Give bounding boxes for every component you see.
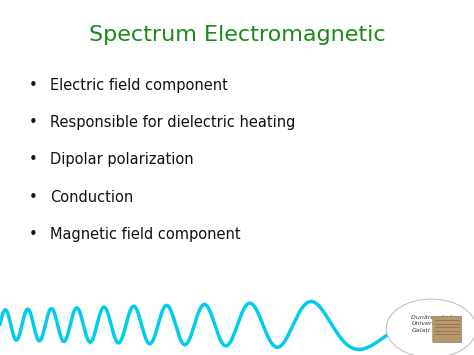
Text: University: University (411, 321, 443, 326)
Text: •: • (28, 227, 37, 242)
Text: Dipolar polarization: Dipolar polarization (50, 152, 193, 167)
Text: Conduction: Conduction (50, 190, 133, 204)
Text: Electric field component: Electric field component (50, 78, 228, 93)
Text: Galați: Galați (411, 327, 430, 333)
Text: •: • (28, 190, 37, 204)
FancyBboxPatch shape (433, 316, 462, 343)
Text: Magnetic field component: Magnetic field component (50, 227, 240, 242)
Text: •: • (28, 152, 37, 167)
Text: •: • (28, 78, 37, 93)
Text: •: • (28, 115, 37, 130)
Text: Responsible for dielectric heating: Responsible for dielectric heating (50, 115, 295, 130)
Text: Dunărea de Jos: Dunărea de Jos (411, 315, 459, 320)
Text: Spectrum Electromagnetic: Spectrum Electromagnetic (89, 25, 385, 45)
Ellipse shape (386, 299, 474, 355)
